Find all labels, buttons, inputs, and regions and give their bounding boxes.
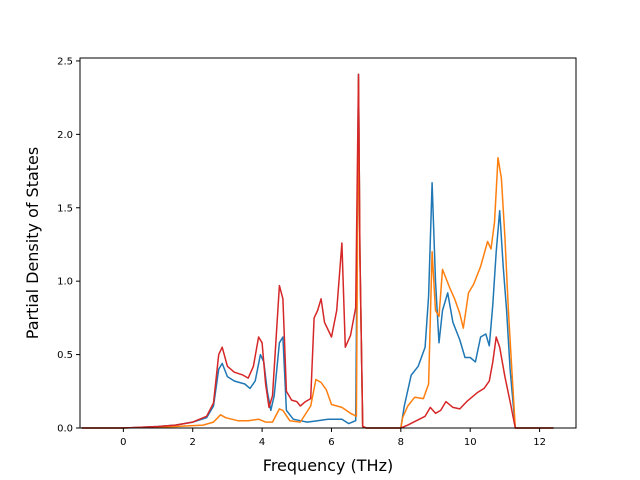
y-tick-label: 1.0 <box>57 277 73 288</box>
x-tick-label: 12 <box>533 437 546 448</box>
x-tick-label: 4 <box>259 437 265 448</box>
x-axis-label: Frequency (THz) <box>263 456 393 475</box>
y-tick-label: 0.0 <box>57 424 73 435</box>
y-axis-label: Partial Density of States <box>23 147 42 339</box>
y-tick-label: 1.5 <box>57 203 73 214</box>
y-tick-label: 2.5 <box>57 56 73 67</box>
x-tick-label: 6 <box>328 437 334 448</box>
y-tick-label: 0.5 <box>57 350 73 361</box>
x-tick-label: 0 <box>120 437 126 448</box>
x-tick-label: 10 <box>464 437 477 448</box>
x-tick-label: 2 <box>190 437 196 448</box>
y-tick-label: 2.0 <box>57 130 73 141</box>
series-line-3 <box>81 73 554 429</box>
x-tick-label: 8 <box>398 437 404 448</box>
ticks-layer: 0 2 4 6 8 10 12 0.0 0.5 1.0 1.5 2.0 2.5 <box>57 56 546 448</box>
plot-area <box>80 58 576 428</box>
plot-frame <box>79 57 577 429</box>
